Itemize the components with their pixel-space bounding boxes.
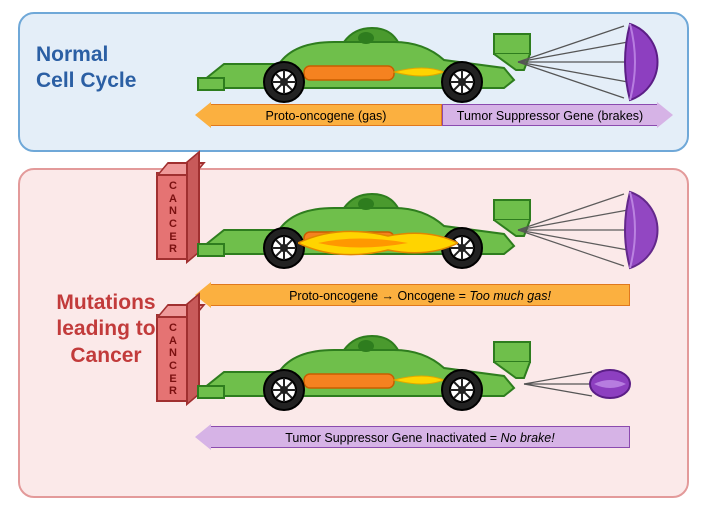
title-line: leading to xyxy=(56,317,155,340)
title-line: Cancer xyxy=(70,344,141,367)
arrow-oncogene: Proto-oncogene → Oncogene = Too much gas… xyxy=(210,284,630,306)
panel-cancer: Mutations leading to Cancer C A N C E R … xyxy=(18,168,689,498)
scene-normal xyxy=(194,24,673,104)
car-icon xyxy=(194,24,534,104)
cancer-wall-text: C A N C E R xyxy=(169,180,177,255)
cancer-wall: C A N C E R xyxy=(156,314,190,402)
arrow-row-normal: Proto-oncogene (gas) Tumor Suppressor Ge… xyxy=(194,104,673,130)
arrow-label: Tumor Suppressor Gene (brakes) xyxy=(457,109,643,123)
arrow-label: Proto-oncogene → Oncogene = xyxy=(289,289,469,303)
arrow-row-oncogene: Proto-oncogene → Oncogene = Too much gas… xyxy=(194,284,673,310)
scene-no-brake: C A N C E R xyxy=(194,332,673,426)
arrow-tumor-suppressor: Tumor Suppressor Gene (brakes) xyxy=(442,104,658,126)
arrow-proto-oncogene: Proto-oncogene (gas) xyxy=(210,104,442,126)
title-line: Cell Cycle xyxy=(36,69,136,92)
race-car xyxy=(194,332,534,412)
arrow-no-brake: Tumor Suppressor Gene Inactivated = No b… xyxy=(210,426,630,448)
big-flame-icon xyxy=(298,228,458,258)
arrow-row-no-brake: Tumor Suppressor Gene Inactivated = No b… xyxy=(194,426,673,452)
arrow-label: Proto-oncogene (gas) xyxy=(266,109,387,123)
scene-oncogene: C A N C E R xyxy=(194,190,673,284)
panel-normal-title: Normal Cell Cycle xyxy=(36,42,136,95)
title-line: Normal xyxy=(36,43,108,66)
arrow-label-em: Too much gas! xyxy=(469,289,551,303)
parachute-open-icon xyxy=(514,186,674,276)
cancer-wall-text: C A N C E R xyxy=(169,322,177,397)
arrow-label: Tumor Suppressor Gene Inactivated = xyxy=(285,431,500,445)
parachute-small-icon xyxy=(520,354,640,414)
arrow-label-em: No brake! xyxy=(501,431,555,445)
cancer-wall: C A N C E R xyxy=(156,172,190,260)
panel-normal: Normal Cell Cycle Proto-oncogene (gas) T… xyxy=(18,12,689,152)
car-icon xyxy=(194,332,534,412)
title-line: Mutations xyxy=(56,291,155,314)
race-car xyxy=(194,190,534,270)
panel-cancer-title: Mutations leading to Cancer xyxy=(36,290,176,369)
race-car xyxy=(194,24,534,104)
parachute-open-icon xyxy=(514,18,674,108)
